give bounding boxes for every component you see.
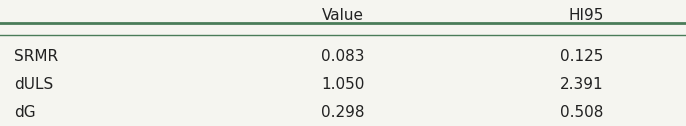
Text: 0.298: 0.298 [321, 105, 365, 120]
Text: Value: Value [322, 8, 364, 23]
Text: 0.125: 0.125 [560, 49, 604, 64]
Text: 1.050: 1.050 [321, 77, 365, 92]
Text: HI95: HI95 [568, 8, 604, 23]
Text: dULS: dULS [14, 77, 53, 92]
Text: SRMR: SRMR [14, 49, 58, 64]
Text: 0.508: 0.508 [560, 105, 604, 120]
Text: 0.083: 0.083 [321, 49, 365, 64]
Text: 2.391: 2.391 [560, 77, 604, 92]
Text: dG: dG [14, 105, 36, 120]
